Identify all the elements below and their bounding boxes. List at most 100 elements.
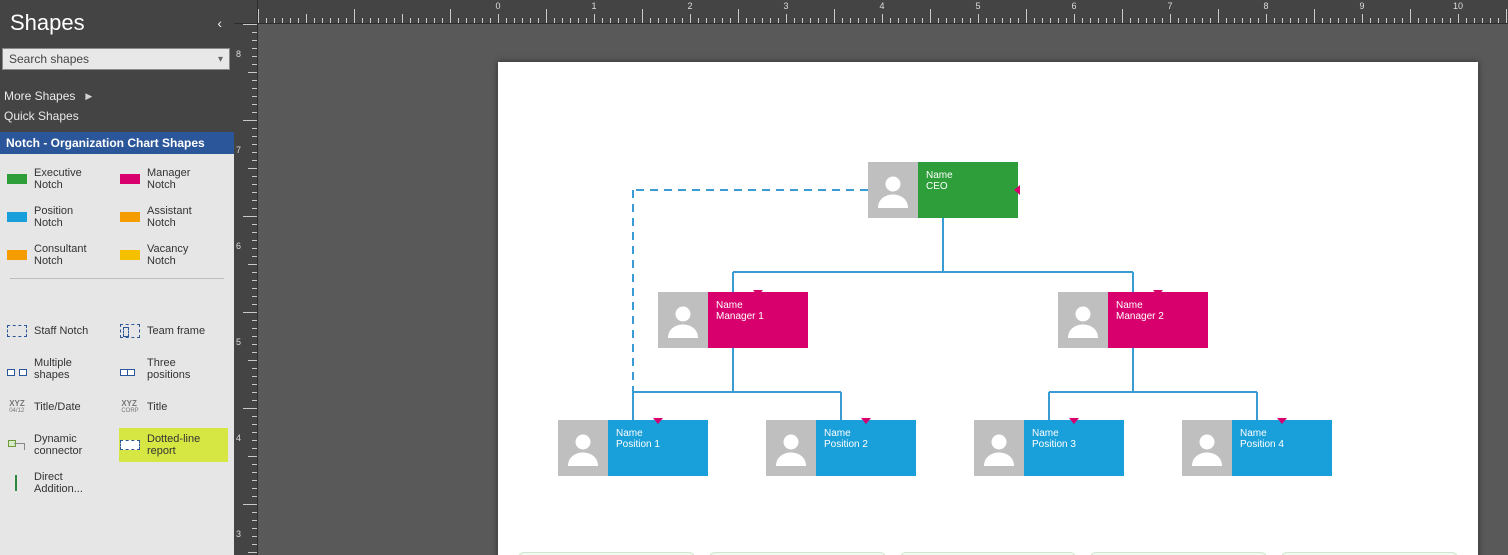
ruler-h-label: 1 [591,1,596,11]
node-title: Manager 2 [1116,311,1200,322]
shape-multiple-shapes[interactable]: Multipleshapes [6,352,115,386]
notch-icon [861,418,871,424]
more-shapes-label: More Shapes [4,89,75,103]
vacancy-notch-icon [120,250,140,260]
ruler-h-label: 5 [975,1,980,11]
search-shapes-input[interactable]: Search shapes ▾ [2,48,230,70]
org-connectors [498,62,1478,555]
org-node-pos2[interactable]: NamePosition 2 [766,420,916,476]
shape-label: shapes [34,369,72,381]
chevron-right-icon: ▶ [85,91,92,102]
person-icon [558,420,608,476]
stencil-title[interactable]: Notch - Organization Chart Shapes [0,132,234,154]
shapes-panel-title: Shapes [10,10,85,36]
notch-icon [653,418,663,424]
shape-label: Notch [147,179,190,191]
staff-notch-icon [7,325,27,337]
shapes-panel-header: Shapes ‹ [0,0,234,48]
search-placeholder: Search shapes [9,52,89,66]
consultant-notch-icon [7,250,27,260]
quick-shapes-label: Quick Shapes [4,109,79,123]
shape-label: Dynamic [34,433,82,445]
ruler-h-label: 10 [1453,1,1463,11]
person-icon [1182,420,1232,476]
canvas[interactable]: NameCEONameManager 1NameManager 2NamePos… [258,24,1508,555]
node-title: Position 3 [1032,439,1116,450]
ruler-v-label: 4 [236,433,241,443]
shape-label: Dotted-line [147,433,200,445]
quick-shapes-link[interactable]: Quick Shapes [4,106,230,126]
ruler-h-label: 9 [1359,1,1364,11]
shape-label: Vacancy [147,243,188,255]
ruler-v-label: 6 [236,241,241,251]
more-shapes-link[interactable]: More Shapes ▶ [4,86,230,106]
shape-label: Notch [147,217,192,229]
org-node-ceo[interactable]: NameCEO [868,162,1018,218]
dotted-line-icon [120,440,140,450]
shape-label: Title/Date [34,401,81,413]
node-name: Name [824,428,908,439]
notch-icon [1014,185,1020,195]
search-dropdown-icon[interactable]: ▾ [218,54,223,65]
shape-position-notch[interactable]: PositionNotch [6,200,115,234]
shape-label: Notch [147,255,188,267]
drawing-workspace: 0123456789101112 876543 [234,0,1508,555]
manager-notch-icon [120,174,140,184]
shape-label: Executive [34,167,82,179]
shape-assistant-notch[interactable]: AssistantNotch [119,200,228,234]
ruler-h-label: 2 [687,1,692,11]
shape-three-positions[interactable]: Threepositions [119,352,228,386]
shape-manager-notch[interactable]: ManagerNotch [119,162,228,196]
vertical-ruler[interactable]: 876543 [234,24,258,555]
horizontal-ruler[interactable]: 0123456789101112 [258,0,1508,24]
shape-vacancy-notch[interactable]: VacancyNotch [119,238,228,272]
org-node-pos1[interactable]: NamePosition 1 [558,420,708,476]
node-title: CEO [926,181,1010,192]
ruler-h-label: 6 [1071,1,1076,11]
org-node-pos3[interactable]: NamePosition 3 [974,420,1124,476]
drawing-page[interactable]: NameCEONameManager 1NameManager 2NamePos… [498,62,1478,555]
org-node-mgr2[interactable]: NameManager 2 [1058,292,1208,348]
team-frame-icon [120,324,140,338]
person-icon [974,420,1024,476]
notch-icon [1153,290,1163,296]
shape-direct-addition[interactable]: DirectAddition... [6,466,115,500]
node-name: Name [716,300,800,311]
ruler-v-label: 3 [236,529,241,539]
shape-executive-notch[interactable]: ExecutiveNotch [6,162,115,196]
node-name: Name [1032,428,1116,439]
dynamic-connector-icon [8,438,26,452]
person-icon [868,162,918,218]
shape-label: Notch [34,179,82,191]
shape-label: connector [34,445,82,457]
shape-label: Three [147,357,190,369]
shape-title-date[interactable]: XYZ04/12 Title/Date [6,390,115,424]
shape-title[interactable]: XYZCORP Title [119,390,228,424]
ruler-corner [234,0,258,24]
shape-consultant-notch[interactable]: ConsultantNotch [6,238,115,272]
ruler-h-label: 7 [1167,1,1172,11]
shape-label: Manager [147,167,190,179]
node-title: Manager 1 [716,311,800,322]
org-node-mgr1[interactable]: NameManager 1 [658,292,808,348]
ruler-h-label: 0 [495,1,500,11]
shape-label: Position [34,205,73,217]
org-node-pos4[interactable]: NamePosition 4 [1182,420,1332,476]
node-name: Name [1240,428,1324,439]
ruler-h-label: 4 [879,1,884,11]
notch-icon [1277,418,1287,424]
shape-label: Consultant [34,243,87,255]
person-icon [658,292,708,348]
shape-team-frame[interactable]: Team frame [119,314,228,348]
executive-notch-icon [7,174,27,184]
node-title: Position 2 [824,439,908,450]
ruler-v-label: 5 [236,337,241,347]
shape-staff-notch[interactable]: Staff Notch [6,314,115,348]
person-icon [1058,292,1108,348]
collapse-panel-icon[interactable]: ‹ [217,15,222,31]
shape-dynamic-connector[interactable]: Dynamicconnector [6,428,115,462]
shape-dotted-line-report[interactable]: Dotted-linereport [119,428,228,462]
shape-label: Notch [34,255,87,267]
notch-icon [1069,418,1079,424]
node-name: Name [1116,300,1200,311]
